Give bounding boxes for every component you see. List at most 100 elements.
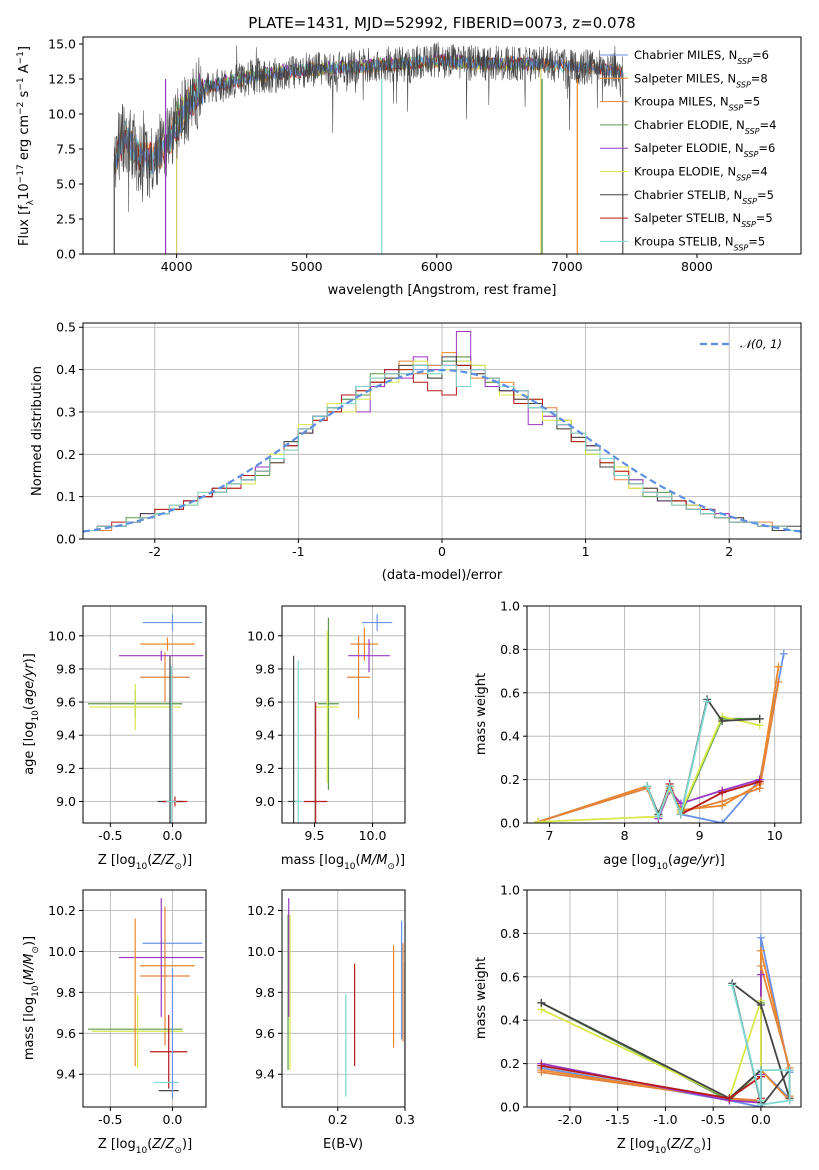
spectrum-line xyxy=(113,54,623,175)
weight-vs-z-panel-plot-area xyxy=(537,933,794,1107)
x-tick-label: 7 xyxy=(546,828,554,843)
x-tick-label: -0.5 xyxy=(701,1112,725,1127)
mass-weight-marker xyxy=(756,933,765,942)
mass-weight-marker xyxy=(537,998,546,1007)
age-vs-z-panel-plot-area xyxy=(87,614,204,823)
mass-vs-z-panel-plot-area xyxy=(87,898,204,1099)
mass-weight-marker xyxy=(756,946,765,955)
y-tick-label: 0.0 xyxy=(56,247,76,262)
mass-weight-marker xyxy=(756,1001,765,1010)
mass-weight-marker xyxy=(718,797,727,806)
x-tick-label: 5000 xyxy=(291,259,323,274)
x-tick-label: 0.0 xyxy=(163,828,183,843)
x-tick-label: 0.0 xyxy=(751,1112,771,1127)
weight-vs-age-panel-plot-area xyxy=(534,649,788,823)
y-tick-label: 0.4 xyxy=(500,1013,520,1028)
spectrum-panel-plot-area xyxy=(113,41,624,254)
mass-weight-marker xyxy=(756,1066,765,1075)
x-tick-label: 0.2 xyxy=(328,1112,348,1127)
mass-vs-z-panel: -0.5 0.0 9.4 9.6 9.8 10.0 10.2 Z [log10(Z/Z⊙)] m… xyxy=(22,889,207,1156)
mass-weight-marker xyxy=(665,782,674,791)
gaussian-curve xyxy=(83,368,801,533)
x-tick-label: -2.0 xyxy=(558,1112,582,1127)
y-tick-label: 9.6 xyxy=(255,1026,275,1041)
x-axis-label: (data-model)/error xyxy=(382,568,503,583)
y-tick-label: 2.5 xyxy=(56,212,76,227)
y-tick-label: 12.5 xyxy=(48,72,76,87)
x-tick-label: 8 xyxy=(621,828,629,843)
legend-entry: Chabrier MILES, NSSP=6 xyxy=(634,48,769,66)
mass-weight-marker xyxy=(676,810,685,819)
y-tick-label: 0.8 xyxy=(500,642,520,657)
spectrum-panel: 4000 5000 6000 7000 8000 0.0 2.5 5.0 7.5 10.0 12.5… xyxy=(16,14,802,298)
x-tick-label: 2 xyxy=(725,544,733,559)
x-tick-label: 9.5 xyxy=(305,828,325,843)
y-tick-label: 9.0 xyxy=(56,794,76,809)
mass-weight-line xyxy=(538,653,785,823)
legend-entry: Chabrier STELIB, NSSP=5 xyxy=(634,188,774,206)
y-tick-label: 0.0 xyxy=(500,1100,520,1115)
mass-weight-marker xyxy=(703,697,712,706)
mass-weight-marker xyxy=(756,1100,765,1107)
y-tick-label: 9.8 xyxy=(56,985,76,1000)
spectrum-line xyxy=(113,54,623,175)
axes-frame xyxy=(82,36,802,255)
mass-weight-marker xyxy=(755,777,764,786)
mass-weight-marker xyxy=(755,714,764,723)
x-tick-label: 10.0 xyxy=(359,828,387,843)
weight-vs-age-panel: 7 8 9 10 0.0 0.2 0.4 0.6 0.8 1.0 age [log10(age/yr… xyxy=(474,599,802,872)
mass-weight-line xyxy=(541,974,762,1104)
legend-entry: Salpeter MILES, NSSP=8 xyxy=(634,71,768,89)
mass-weight-marker xyxy=(785,1096,794,1105)
y-axis-label: mass weight xyxy=(474,673,489,755)
mass-weight-marker xyxy=(718,788,727,797)
x-tick-label: 7000 xyxy=(551,259,583,274)
y-tick-label: 10.0 xyxy=(48,944,76,959)
y-tick-label: 9.6 xyxy=(56,695,76,710)
x-tick-label: -0.5 xyxy=(98,1112,122,1127)
y-tick-label: 9.2 xyxy=(56,761,76,776)
mass-weight-marker xyxy=(756,970,765,979)
mass-weight-line xyxy=(731,985,791,1106)
x-tick-label: 4000 xyxy=(161,259,193,274)
x-tick-label: -1.0 xyxy=(653,1112,677,1127)
mass-weight-line xyxy=(657,717,760,817)
mass-weight-marker xyxy=(779,649,788,658)
y-tick-label: 0.2 xyxy=(500,1056,520,1071)
x-tick-label: -2 xyxy=(149,544,161,559)
y-tick-label: 9.6 xyxy=(255,695,275,710)
mass-weight-marker xyxy=(756,961,765,970)
y-tick-label: 9.8 xyxy=(255,661,275,676)
y-tick-label: 1.0 xyxy=(500,883,520,898)
y-tick-label: 15.0 xyxy=(48,37,76,52)
y-tick-label: 9.8 xyxy=(255,985,275,1000)
x-axis-label: Z [log10(Z/Z⊙)] xyxy=(98,853,192,872)
x-axis-label: wavelength [Angstrom, rest frame] xyxy=(328,283,557,298)
y-tick-label: 10.0 xyxy=(48,107,76,122)
mass-weight-marker xyxy=(728,981,737,990)
legend-entry: Kroupa MILES, NSSP=5 xyxy=(634,95,760,113)
y-tick-label: 9.4 xyxy=(255,1067,275,1082)
x-axis-label: Z [log10(Z/Z⊙)] xyxy=(98,1137,192,1156)
y-tick-label: 0.3 xyxy=(56,404,76,419)
spectrum-line xyxy=(113,41,623,212)
residual-panel: -2 -1 0 1 2 0.0 0.1 0.2 0.3 0.4 0.5 (data-model)/er… xyxy=(30,320,802,583)
x-tick-label: 0.3 xyxy=(395,1112,415,1127)
mass-weight-line xyxy=(541,1064,762,1100)
mass-weight-marker xyxy=(774,677,783,686)
y-tick-label: 9.4 xyxy=(56,728,76,743)
mass-weight-line xyxy=(538,715,760,823)
mass-vs-ebv-panel-plot-area xyxy=(287,898,405,1105)
spectrum-line xyxy=(113,54,623,173)
y-tick-label: 9.4 xyxy=(56,1067,76,1082)
x-tick-label: 0 xyxy=(438,544,446,559)
y-tick-label: 0.5 xyxy=(56,320,76,335)
x-tick-label: -0.5 xyxy=(98,828,122,843)
chart-title: PLATE=1431, MJD=52992, FIBERID=0073, z=0… xyxy=(248,14,635,32)
axes-frame xyxy=(281,889,406,1108)
x-axis-label: mass [log10(M/M⊙)] xyxy=(281,853,405,872)
y-tick-label: 10.0 xyxy=(48,628,76,643)
axes-frame xyxy=(281,605,406,824)
mass-weight-line xyxy=(540,1000,762,1101)
